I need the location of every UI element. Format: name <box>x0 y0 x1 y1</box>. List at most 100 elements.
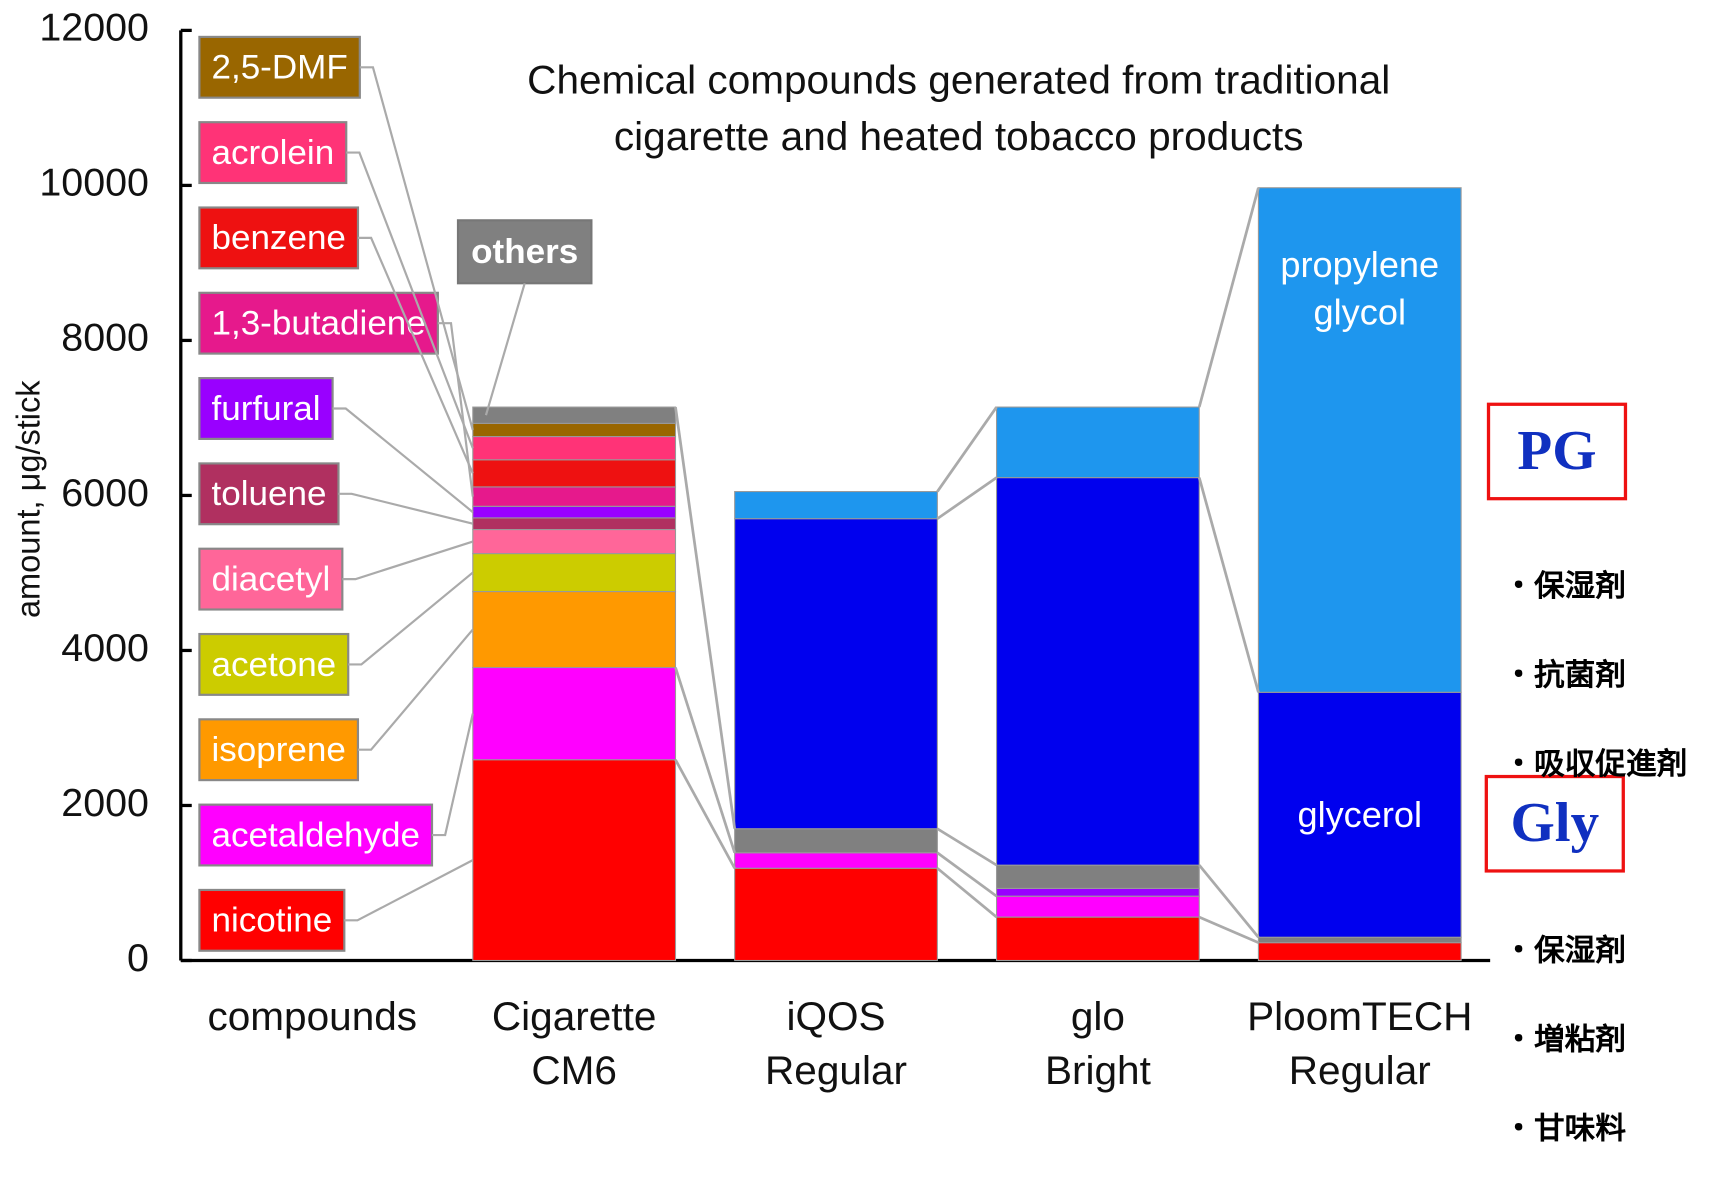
legend-connector <box>348 571 474 666</box>
legend-connector <box>332 407 474 513</box>
bar-segment <box>734 491 938 520</box>
bar-segment <box>1257 936 1462 944</box>
legend-swatch <box>198 35 361 99</box>
note: ・増粘剤 <box>1503 1022 1627 1056</box>
bar-segment <box>995 864 1200 889</box>
bar-segment <box>995 406 1200 479</box>
legend-connector <box>346 151 474 449</box>
y-tick-label: 4000 <box>61 626 149 670</box>
x-tick-label: PloomTECH Regular <box>1247 994 1473 1093</box>
connector <box>936 867 998 919</box>
segment-label: glycerol <box>1297 794 1423 835</box>
chart: 0 2000 4000 6000 8000 10000 12000 amount, μg/st… <box>9 6 1491 980</box>
bar-segment <box>472 517 677 531</box>
y-tick-label: 8000 <box>61 316 149 360</box>
legend-label: benzene <box>211 218 345 257</box>
legend-swatch <box>456 219 593 285</box>
segment-label: propylene glycol <box>1280 244 1440 333</box>
legend-label: acetone <box>211 645 336 684</box>
legend-connector <box>357 236 474 474</box>
bar-segment <box>995 916 1200 962</box>
gly-notes: ・保湿剤 ・増粘剤 ・甘味料 <box>1503 883 1626 1194</box>
pg-notes: ・保湿剤 ・抗菌剤 ・吸収促進剤 <box>1503 519 1687 830</box>
note: ・甘味料 <box>1503 1111 1627 1145</box>
legend-connector <box>338 492 474 525</box>
connector <box>936 851 998 898</box>
note: ・吸収促進剤 <box>1503 746 1688 781</box>
bar-segment <box>472 459 677 488</box>
pg-box: PG <box>1486 402 1628 501</box>
legend-item: furfural <box>198 377 334 440</box>
legend-connector <box>437 322 474 497</box>
page: 0 2000 4000 6000 8000 10000 12000 amount, μg/st… <box>9 5 1688 1145</box>
legend-swatch <box>198 632 350 696</box>
legend-label: others <box>471 232 578 271</box>
stage: 0 2000 4000 6000 8000 10000 12000 amount, μg/st… <box>9 6 1687 1145</box>
bar-segment <box>1257 187 1462 693</box>
legend-item: acrolein <box>198 121 348 185</box>
bar-segment <box>472 591 677 669</box>
legend-item: toluene <box>198 462 340 526</box>
connector <box>674 406 737 829</box>
connector <box>936 406 998 493</box>
legend-label: 1,3-butadiene <box>211 304 425 343</box>
bar-segment <box>734 828 938 854</box>
note: ・保湿剤 <box>1503 568 1627 603</box>
legend-item: acetone <box>198 632 350 696</box>
legend-label: acetaldehyde <box>211 816 419 855</box>
legend-swatch <box>198 718 360 782</box>
connector <box>936 827 998 867</box>
y-tick-label: 0 <box>127 936 149 980</box>
bar-segment <box>472 435 677 461</box>
note: ・抗菌剤 <box>1503 657 1627 692</box>
y-tick-label: 6000 <box>61 471 149 515</box>
legend-item: acetaldehyde <box>198 803 434 867</box>
legend-item: diacetyl <box>198 547 344 611</box>
note: ・保湿剤 <box>1503 933 1627 968</box>
legend-item: nicotine <box>198 888 346 952</box>
y-tick-label: 10000 <box>39 161 149 205</box>
bar-segment <box>1257 942 1462 962</box>
bar-segment <box>472 553 677 593</box>
legend-connector <box>342 540 474 581</box>
bar-segment <box>734 518 938 830</box>
legend-item: benzene <box>198 206 360 270</box>
bar-segment <box>472 529 677 555</box>
legend-label: nicotine <box>211 901 332 940</box>
connector <box>1198 864 1260 939</box>
legend-label: furfural <box>211 389 320 428</box>
legend-connector <box>357 628 474 751</box>
legend-label: toluene <box>211 474 326 513</box>
legend-swatch <box>198 888 346 952</box>
chart-title: Chemical compounds generated from tradit… <box>527 57 1391 159</box>
bar-segment <box>734 867 938 962</box>
bar-segment <box>995 477 1200 866</box>
x-tick-label: glo Bright <box>1044 994 1151 1093</box>
legend-swatch <box>198 803 434 867</box>
bar-segment <box>734 852 938 869</box>
legend-item: others <box>456 219 593 285</box>
legend-label: isoprene <box>211 730 345 769</box>
bar-segment <box>472 759 677 962</box>
x-tick-label: iQOS Regular <box>765 994 907 1093</box>
legend-label: 2,5-DMF <box>211 48 347 87</box>
bar-segment <box>472 505 677 519</box>
bar-segment <box>472 486 677 507</box>
connector <box>1197 477 1260 693</box>
y-tick-label: 2000 <box>61 781 149 825</box>
legend-connector <box>344 859 474 922</box>
bar-segment <box>995 887 1200 897</box>
connector <box>1198 915 1259 944</box>
legend-label: diacetyl <box>211 560 330 599</box>
legend-swatch <box>198 547 344 611</box>
x-tick-label: compounds <box>207 994 418 1039</box>
bar-segment <box>472 422 677 438</box>
connector <box>1197 187 1260 408</box>
bar-segment <box>472 406 677 424</box>
gly-box: Gly <box>1484 774 1625 873</box>
legend-swatch <box>198 206 360 270</box>
bar-segment <box>472 666 677 761</box>
legend-item: 2,5-DMF <box>198 35 361 99</box>
legend-item: 1,3-butadiene <box>198 291 439 355</box>
legend-item: isoprene <box>198 718 360 782</box>
